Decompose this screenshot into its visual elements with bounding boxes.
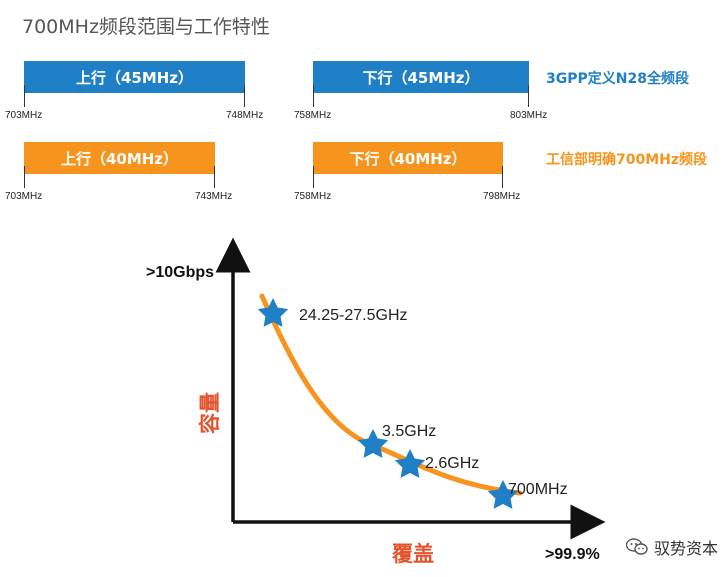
row1-uplink-end: 748MHz [226,110,264,121]
row2-uplink-end: 743MHz [195,191,233,202]
row2-downlink-bar: 下行（40MHz） [313,142,503,174]
star-3-5ghz [357,429,389,458]
star-24-25-27-5ghz [257,298,289,327]
capacity-coverage-curve [259,293,523,496]
row1-description: 3GPP定义N28全频段 [546,71,689,87]
row2-uplink-label: 上行（40MHz） [60,149,179,168]
row1-tick-803 [528,85,529,107]
row1-downlink-bar: 下行（45MHz） [313,61,529,93]
star-icon [357,429,389,458]
point-label-2-6ghz: 2.6GHz [425,455,479,472]
row1-downlink-label: 下行（45MHz） [362,68,480,87]
row2-tick-758 [313,166,314,188]
row2-downlink-start: 758MHz [294,191,332,202]
row2-uplink-start: 703MHz [5,191,43,202]
row1-tick-748 [244,85,245,107]
row1-uplink-start: 703MHz [5,110,43,121]
row2-tick-743 [214,166,215,188]
star-icon [487,480,519,509]
y-axis-max-label: >10Gbps [146,264,215,281]
point-label-3-5ghz: 3.5GHz [382,423,436,440]
x-axis-title: 覆盖 [392,542,434,566]
row2-tick-798 [502,166,503,188]
row2-downlink-end: 798MHz [483,191,521,202]
row1-uplink-bar: 上行（45MHz） [24,61,245,93]
watermark-text: 驭势资本 [653,539,718,558]
watermark: 驭势资本 [625,535,718,559]
star-icon [257,298,289,327]
x-axis-max-label: >99.9% [545,546,600,563]
star-700mhz [487,480,519,509]
row2-uplink-bar: 上行（40MHz） [24,142,215,174]
row2-description: 工信部明确700MHz频段 [546,152,708,168]
wechat-icon [625,538,648,555]
row1-uplink-label: 上行（45MHz） [75,68,194,87]
row1-downlink-end: 803MHz [510,110,548,121]
star-2-6ghz [394,449,426,478]
point-label-700mhz: 700MHz [508,481,568,498]
y-axis-title: 容量 [198,392,222,434]
row1-tick-703 [24,85,25,107]
page-title: 700MHz频段范围与工作特性 [22,16,270,38]
row1-downlink-start: 758MHz [294,110,332,121]
star-icon [394,449,426,478]
row1-tick-758 [313,85,314,107]
point-label-24-25-27-5ghz: 24.25-27.5GHz [299,307,408,324]
row2-tick-703 [24,166,25,188]
row2-downlink-label: 下行（40MHz） [349,149,467,168]
